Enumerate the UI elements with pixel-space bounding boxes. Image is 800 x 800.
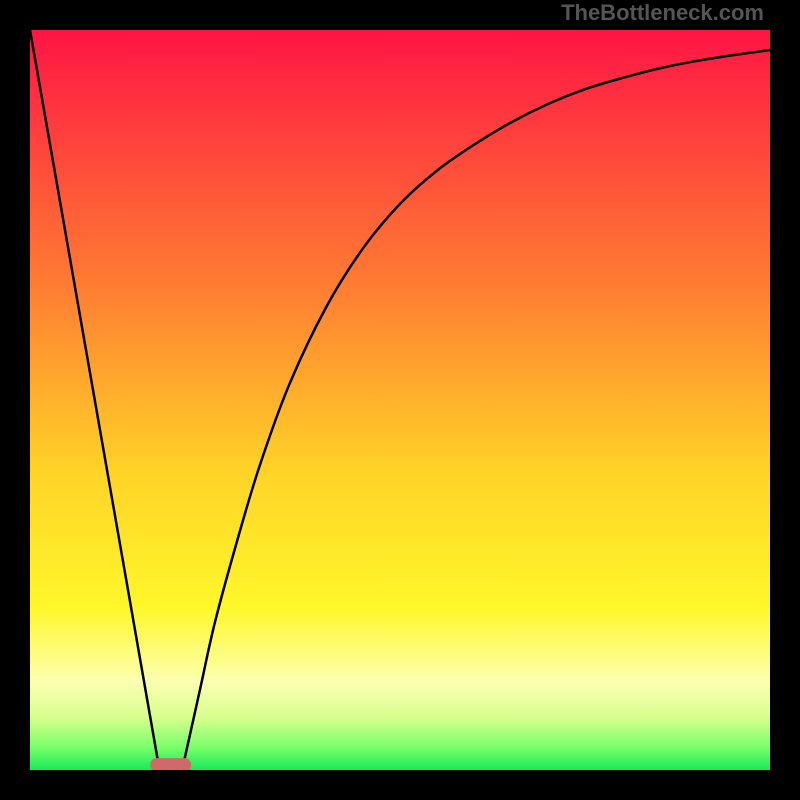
watermark-text: TheBottleneck.com [561,0,764,26]
plot-area [30,30,770,770]
gradient-background [30,30,770,770]
chart-container: TheBottleneck.com [0,0,800,800]
